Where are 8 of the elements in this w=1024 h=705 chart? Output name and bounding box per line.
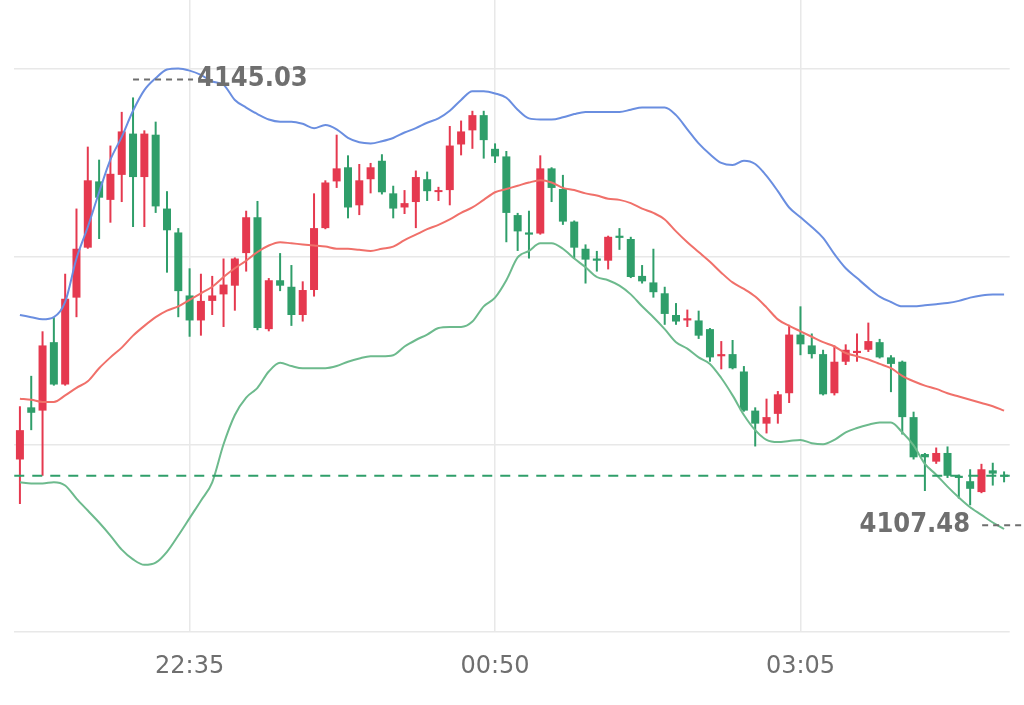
annotation: 4107.48 — [859, 507, 971, 539]
candlestick — [615, 228, 624, 250]
candlestick — [592, 250, 601, 272]
x-tick-label: 00:50 — [460, 650, 530, 679]
candlestick — [717, 341, 726, 370]
x-tick-label: 22:35 — [155, 650, 225, 679]
x-tick-label: 03:05 — [765, 650, 836, 679]
annotation: 4145.03 — [197, 61, 308, 93]
